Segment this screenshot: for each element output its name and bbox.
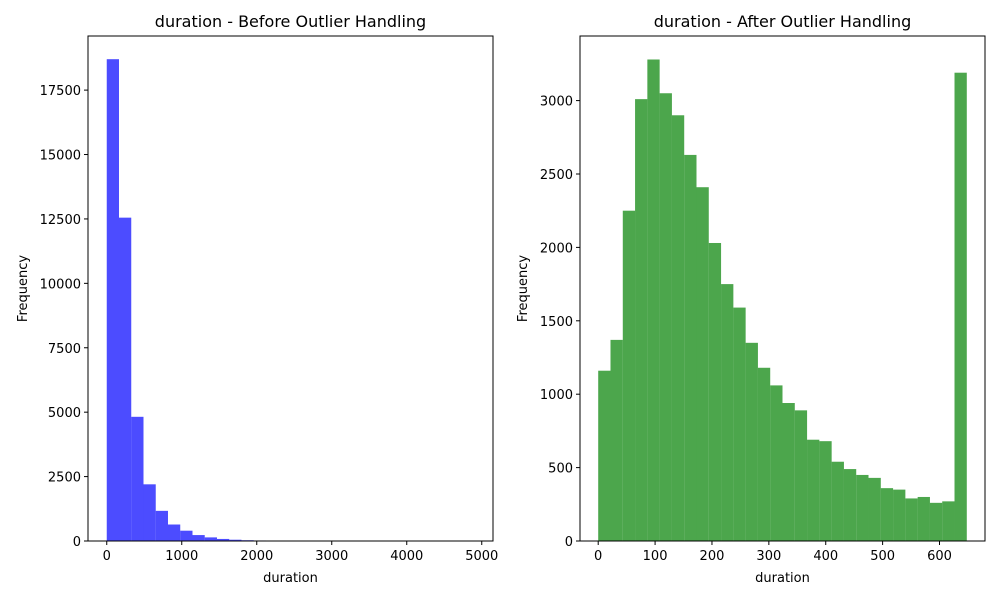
y-tick-label: 10000: [40, 277, 81, 292]
histogram-bar: [733, 307, 746, 541]
histogram-bar: [893, 489, 906, 541]
bars-before: [106, 59, 475, 541]
x-tick-label: 100: [643, 549, 668, 564]
x-tick-label: 3000: [315, 549, 348, 564]
histogram-bar: [708, 242, 722, 542]
y-tick-label: 0: [565, 535, 573, 550]
histogram-bar: [204, 537, 217, 541]
histogram-bar: [696, 187, 709, 541]
y-tick-label: 2000: [540, 241, 573, 256]
histogram-bar: [917, 496, 930, 541]
histogram-bar: [819, 441, 832, 541]
x-tick-label: 0: [594, 549, 602, 564]
y-tick-label: 7500: [48, 342, 81, 357]
plot-frame-after: [579, 35, 986, 542]
histogram-bar: [216, 538, 230, 541]
histogram-bar: [807, 439, 820, 541]
x-tick-label: 500: [870, 549, 895, 564]
histogram-after: duration - After Outlier Handling 0 100 20…: [516, 12, 986, 586]
y-axis-label-before: Frequency: [16, 255, 31, 322]
histogram-bar: [868, 477, 881, 542]
chart-title-before: duration - Before Outlier Handling: [155, 12, 426, 31]
histogram-bar: [167, 524, 181, 541]
histogram-bar: [684, 154, 697, 541]
x-axis-label-after: duration: [755, 571, 810, 586]
histogram-bar: [131, 416, 144, 541]
ticks-before: 0 1000 2000 3000 4000 5000 0 2500 5000 7500 10000 1…: [40, 84, 499, 564]
histogram-bar: [942, 501, 955, 541]
y-tick-label: 15000: [40, 149, 81, 164]
histogram-bar: [905, 498, 918, 541]
histogram-bar: [622, 210, 636, 541]
x-tick-label: 300: [756, 549, 781, 564]
bars-after: [598, 59, 967, 542]
histogram-before: duration - Before Outlier Handling 0 1000…: [16, 12, 498, 586]
y-tick-label: 5000: [48, 406, 81, 421]
y-tick-label: 2500: [48, 471, 81, 486]
y-tick-label: 12500: [40, 213, 81, 228]
histogram-bar: [229, 539, 242, 541]
histogram-bar: [671, 115, 685, 542]
histogram-bar: [831, 461, 844, 541]
histogram-bar: [782, 403, 795, 541]
histogram-bar: [598, 370, 611, 541]
y-tick-label: 17500: [40, 84, 81, 99]
histogram-bar: [757, 367, 771, 541]
y-tick-label: 0: [73, 535, 81, 550]
histogram-bar: [794, 410, 808, 541]
y-tick-label: 1000: [540, 388, 573, 403]
x-tick-label: 5000: [465, 549, 498, 564]
x-tick-label: 2000: [240, 549, 273, 564]
histogram-bar: [143, 484, 156, 541]
histogram-bar: [119, 217, 132, 541]
histogram-bar: [192, 535, 205, 541]
histogram-bar: [659, 93, 672, 541]
histogram-bar: [721, 284, 734, 541]
ticks-after: 0 100 200 300 400 500 600 0 500 1000 1500 2000 2500 3…: [540, 95, 952, 564]
chart-title-after: duration - After Outlier Handling: [654, 12, 912, 31]
x-tick-label: 0: [103, 549, 111, 564]
histogram-bar: [745, 342, 758, 541]
histogram-bar: [843, 469, 857, 541]
histogram-bar: [880, 488, 894, 541]
y-axis-label-after: Frequency: [516, 255, 531, 322]
histogram-bar: [610, 339, 623, 541]
histogram-bar: [155, 510, 168, 541]
histogram-bar: [180, 530, 193, 541]
y-tick-label: 3000: [540, 95, 573, 110]
x-tick-label: 600: [927, 549, 952, 564]
histogram-bar: [635, 99, 648, 542]
histogram-bar: [106, 59, 119, 541]
plot-frame-before: [87, 35, 494, 542]
y-tick-label: 500: [548, 462, 573, 477]
y-tick-label: 1500: [540, 315, 573, 330]
histogram-bar: [770, 385, 783, 541]
x-tick-label: 400: [813, 549, 838, 564]
x-axis-label-before: duration: [263, 571, 318, 586]
histogram-bar: [647, 59, 660, 542]
histogram-bar: [954, 72, 967, 541]
x-tick-label: 1000: [165, 549, 198, 564]
y-tick-label: 2500: [540, 168, 573, 183]
histogram-bar: [929, 502, 943, 541]
x-tick-label: 4000: [390, 549, 423, 564]
histogram-bar: [856, 474, 869, 541]
x-tick-label: 200: [700, 549, 725, 564]
